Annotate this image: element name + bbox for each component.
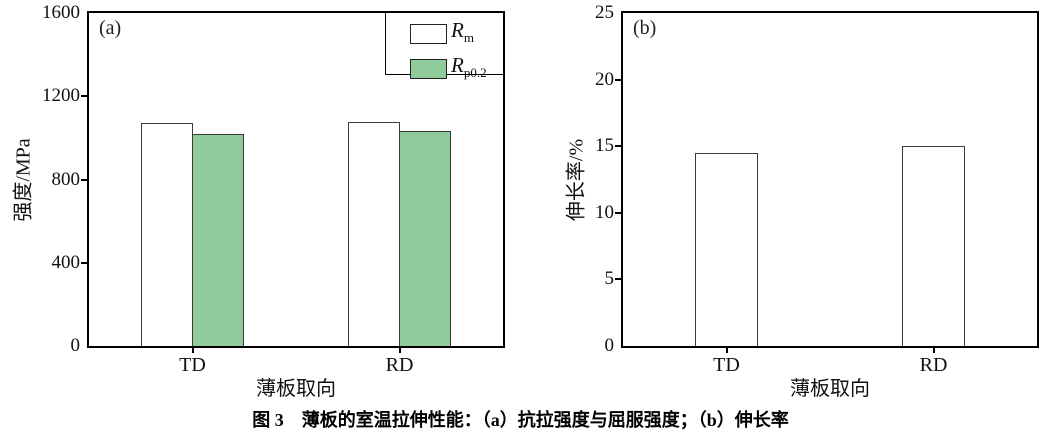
legend-swatch-rp02 — [410, 59, 447, 80]
legend-item-rm: Rm — [410, 20, 503, 48]
x-tick-mark — [191, 346, 194, 353]
legend-label-rm: Rm — [451, 18, 474, 46]
legend-item-rp02: Rp0.2 — [410, 55, 503, 83]
y-tick-label: 0 — [70, 335, 81, 356]
bar-elongation-RD — [902, 146, 965, 346]
y-tick-label: 1200 — [42, 85, 80, 107]
y-tick-label: 15 — [595, 135, 614, 157]
x-axis-title-b: 薄板取向 — [790, 378, 870, 400]
bar-Rm-TD — [140, 123, 193, 346]
x-category-label: RD — [919, 354, 948, 376]
y-tick-mark — [615, 145, 623, 148]
y-tick-label: 10 — [595, 201, 614, 223]
y-tick-mark — [615, 278, 623, 281]
y-axis-title-b: 伸长率/% — [565, 138, 588, 221]
plot-area-a: (a) 强度/MPa 薄板取向 Rm Rp0.2 0 400 800 1200 1600… — [13, 2, 505, 400]
bar-elongation-TD — [695, 152, 758, 346]
y-tick-label: 20 — [595, 68, 614, 90]
figure-caption: 图 3 薄板的室温拉伸性能：（a）抗拉强度与屈服强度；（b）伸长率 — [252, 410, 789, 430]
y-tick-label: 5 — [604, 268, 615, 290]
y-tick-label: 800 — [51, 168, 81, 190]
x-tick-mark — [398, 346, 401, 353]
bar-Rp0.2-RD — [398, 130, 451, 346]
x-category-label: TD — [179, 354, 206, 376]
panel-b-label: (b) — [633, 17, 657, 39]
legend-swatch-rm — [410, 24, 447, 45]
x-tick-mark — [932, 346, 935, 353]
bar-Rm-RD — [347, 122, 400, 346]
x-category-label: RD — [385, 354, 414, 376]
y-tick-mark — [81, 178, 89, 181]
y-axis-title-a: 强度/MPa — [12, 137, 35, 222]
legend: Rm Rp0.2 — [385, 13, 503, 80]
y-tick-mark — [81, 95, 89, 98]
y-tick-mark — [615, 78, 623, 81]
plot-area-b: (b) 伸长率/% 薄板取向 0 5 10 15 20 25 TD RD — [566, 2, 1039, 400]
panel-a-label: (a) — [99, 17, 122, 39]
bar-Rp0.2-TD — [191, 133, 244, 346]
y-tick-mark — [81, 261, 89, 264]
y-tick-label: 400 — [51, 251, 81, 273]
x-axis-title-a: 薄板取向 — [256, 378, 336, 400]
y-tick-label: 1600 — [42, 2, 80, 23]
y-tick-label: 0 — [604, 335, 615, 356]
x-category-label: TD — [713, 354, 740, 376]
y-tick-mark — [615, 211, 623, 214]
x-tick-mark — [725, 346, 728, 353]
legend-label-rp02: Rp0.2 — [451, 53, 487, 81]
y-tick-label: 25 — [595, 2, 614, 23]
